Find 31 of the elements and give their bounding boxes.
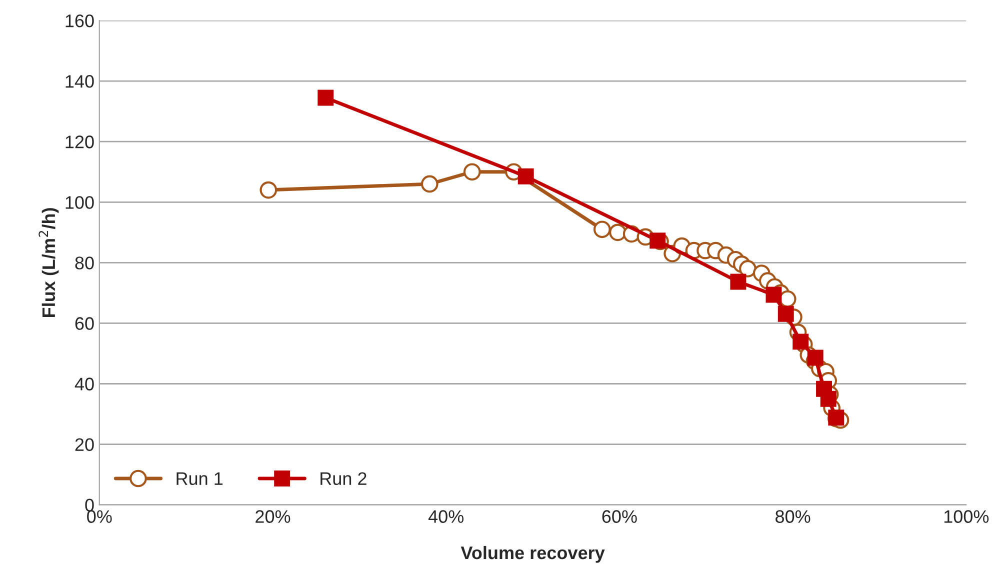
point [318,90,334,106]
legend-label: Run 2 [320,472,366,485]
x-tick-label: 20% [256,510,290,523]
y-tick-label: 60 [75,317,94,330]
point [518,168,534,184]
point [463,163,481,181]
point [730,274,746,290]
x-tick-label: 0% [87,510,112,523]
x-axis-title: Volume recovery [460,546,605,563]
point [260,181,278,199]
point [766,286,782,303]
x-tick-label: 80% [776,510,810,523]
y-tick-label: 120 [66,136,94,148]
point [650,232,666,249]
point [593,220,611,238]
y-tick-label: 160 [66,14,94,28]
point [807,350,824,366]
y-tick-label: 40 [74,378,94,390]
point [420,175,438,193]
y-tick-label: 100 [66,196,94,209]
x-tick-label: 60% [602,510,637,523]
y-tick-label: 80 [75,256,94,270]
legend-label: Run 1 [176,472,223,485]
x-tick-label: 100% [944,510,989,523]
y-tick-label: 140 [66,75,94,88]
y-tick-label: 20 [75,438,94,452]
point [778,306,794,322]
point [609,224,626,242]
x-tick-label: 40% [428,510,464,523]
y-tick-label: 0 [85,498,94,512]
y-axis-title: Flux (L/m$^{2}$/h) [38,208,59,317]
